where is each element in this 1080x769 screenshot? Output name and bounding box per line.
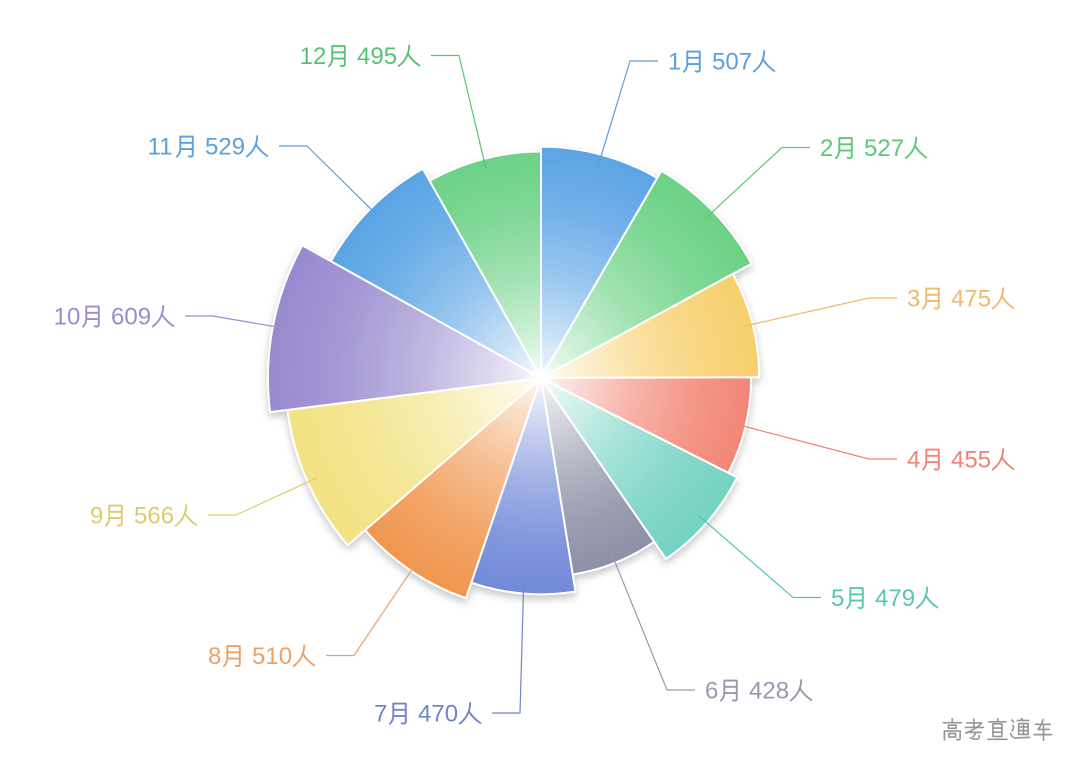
svg-text:428: 428 xyxy=(749,678,789,705)
svg-text:510: 510 xyxy=(252,643,292,670)
svg-text:12: 12 xyxy=(300,43,327,70)
svg-text:11: 11 xyxy=(148,134,173,161)
svg-text:455: 455 xyxy=(951,447,991,474)
svg-text:7: 7 xyxy=(374,701,387,728)
svg-text:527: 527 xyxy=(864,135,904,162)
svg-text:2: 2 xyxy=(820,135,833,162)
svg-text:566: 566 xyxy=(134,503,174,530)
svg-text:470: 470 xyxy=(418,701,458,728)
svg-text:8: 8 xyxy=(208,643,221,670)
svg-text:5: 5 xyxy=(831,585,844,612)
svg-text:9: 9 xyxy=(90,503,103,530)
svg-text:1: 1 xyxy=(668,49,681,76)
svg-text:529: 529 xyxy=(205,134,245,161)
svg-text:495: 495 xyxy=(357,43,397,70)
svg-text:479: 479 xyxy=(875,585,915,612)
svg-text:10: 10 xyxy=(54,304,81,331)
svg-text:4: 4 xyxy=(907,447,920,474)
svg-text:475: 475 xyxy=(951,286,991,313)
svg-text:3: 3 xyxy=(907,286,920,313)
svg-text:507: 507 xyxy=(712,49,752,76)
svg-text:6: 6 xyxy=(705,678,718,705)
svg-text:609: 609 xyxy=(111,304,151,331)
